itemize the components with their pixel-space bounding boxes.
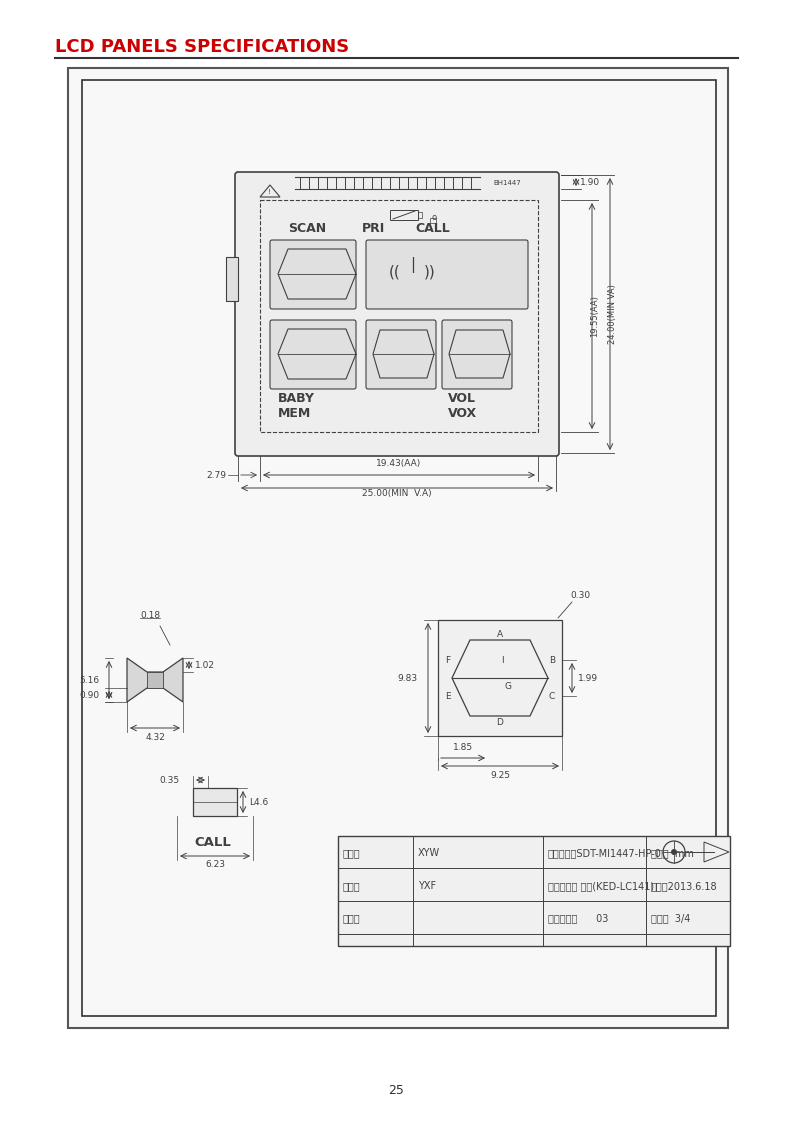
Text: 审核：: 审核： — [343, 881, 361, 891]
Bar — [418, 212, 422, 218]
Text: YXF: YXF — [418, 881, 436, 891]
Text: 6.23: 6.23 — [205, 859, 225, 870]
FancyBboxPatch shape — [235, 172, 559, 456]
Text: !: ! — [267, 188, 270, 195]
Text: o: o — [432, 212, 437, 221]
Bar — [68, 68, 728, 1028]
Bar — [390, 210, 418, 220]
FancyBboxPatch shape — [442, 320, 512, 389]
Text: XYW: XYW — [418, 848, 440, 858]
Text: 客户编号： 嘉嘉(KED-LC141): 客户编号： 嘉嘉(KED-LC141) — [548, 881, 654, 891]
Text: 9.83: 9.83 — [398, 673, 418, 682]
Bar — [82, 80, 716, 1017]
Text: 页数：  3/4: 页数： 3/4 — [651, 913, 691, 923]
Text: I: I — [500, 655, 504, 664]
Text: 绘图编号：SDT-MI1447-HP-0: 绘图编号：SDT-MI1447-HP-0 — [548, 848, 662, 858]
Text: 0.90: 0.90 — [79, 690, 99, 699]
FancyBboxPatch shape — [270, 320, 356, 389]
Circle shape — [671, 849, 677, 855]
Text: 0.30: 0.30 — [570, 591, 590, 600]
Text: C: C — [549, 691, 555, 700]
Text: PRI: PRI — [362, 221, 385, 234]
Text: 日期：2013.6.18: 日期：2013.6.18 — [651, 881, 718, 891]
Text: D: D — [496, 717, 504, 727]
Text: G: G — [504, 681, 511, 690]
Text: E: E — [445, 691, 450, 700]
Text: 5.16: 5.16 — [79, 675, 99, 684]
Text: |: | — [411, 257, 416, 273]
FancyBboxPatch shape — [270, 240, 356, 309]
Text: B: B — [549, 655, 555, 664]
Text: 19.55(AA): 19.55(AA) — [591, 295, 600, 337]
Text: L4.6: L4.6 — [249, 798, 268, 807]
Bar — [260, 200, 538, 432]
Text: 绘图：: 绘图： — [343, 848, 361, 858]
Text: BH1447: BH1447 — [493, 180, 521, 186]
Text: 4.32: 4.32 — [145, 733, 165, 742]
Text: 图纸版号：      03: 图纸版号： 03 — [548, 913, 608, 923]
Bar — [338, 836, 730, 946]
Text: 25.00(MIN  V.A): 25.00(MIN V.A) — [362, 489, 432, 498]
Text: 19.43(AA): 19.43(AA) — [377, 459, 422, 468]
Text: )): )) — [424, 265, 436, 279]
Bar — [193, 788, 237, 816]
Text: BABY: BABY — [278, 392, 315, 405]
Text: F: F — [446, 655, 450, 664]
Text: 单位：  mm: 单位： mm — [651, 848, 694, 858]
Text: 批准：: 批准： — [343, 913, 361, 923]
Text: A: A — [497, 629, 503, 638]
Text: 1.02: 1.02 — [195, 661, 215, 670]
Text: 1.99: 1.99 — [578, 673, 598, 682]
Text: 1.85: 1.85 — [453, 743, 473, 752]
Text: 9.25: 9.25 — [490, 771, 510, 780]
Text: VOL: VOL — [448, 392, 476, 405]
Text: 24.00(MIN VA): 24.00(MIN VA) — [608, 284, 618, 344]
Bar — [226, 257, 238, 301]
Bar — [430, 218, 436, 223]
Text: MEM: MEM — [278, 406, 311, 420]
Polygon shape — [127, 657, 183, 702]
Text: CALL: CALL — [415, 221, 450, 234]
Text: 2.79: 2.79 — [206, 470, 226, 479]
Text: VOX: VOX — [448, 406, 477, 420]
Bar — [438, 620, 562, 736]
FancyBboxPatch shape — [366, 240, 528, 309]
Text: ((: (( — [389, 265, 401, 279]
FancyBboxPatch shape — [366, 320, 436, 389]
Text: 0.35: 0.35 — [160, 775, 180, 784]
Text: 1.90: 1.90 — [580, 177, 600, 186]
Text: 0.18: 0.18 — [140, 611, 160, 620]
Bar — [147, 672, 163, 688]
Text: 25: 25 — [388, 1084, 404, 1096]
Text: CALL: CALL — [194, 836, 232, 848]
Text: SCAN: SCAN — [288, 221, 326, 234]
Text: LCD PANELS SPECIFICATIONS: LCD PANELS SPECIFICATIONS — [55, 38, 349, 56]
